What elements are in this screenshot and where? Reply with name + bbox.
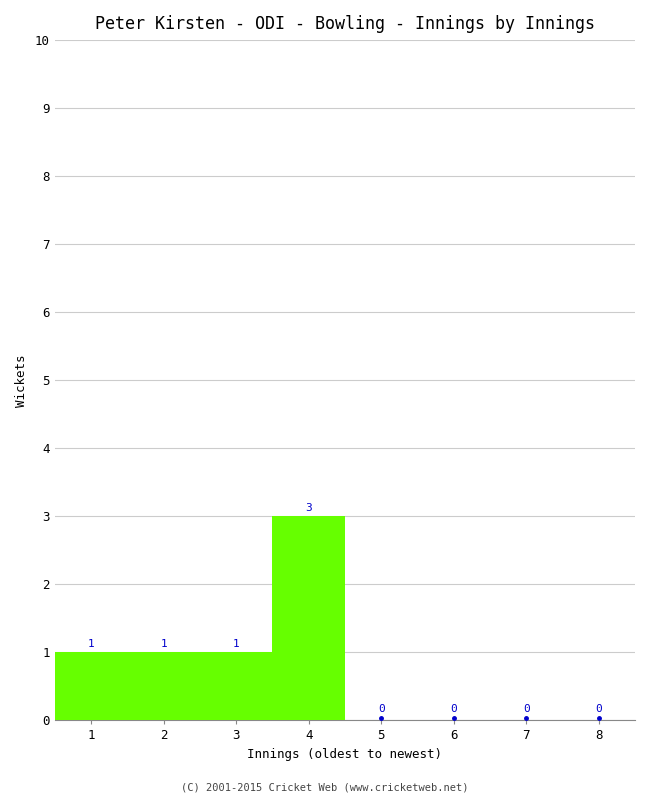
Text: 0: 0	[378, 704, 385, 714]
Bar	[55, 652, 127, 721]
Title: Peter Kirsten - ODI - Bowling - Innings by Innings: Peter Kirsten - ODI - Bowling - Innings …	[95, 15, 595, 33]
Text: 0: 0	[523, 704, 530, 714]
Text: 1: 1	[88, 639, 94, 649]
X-axis label: Innings (oldest to newest): Innings (oldest to newest)	[248, 748, 443, 761]
Text: 0: 0	[595, 704, 602, 714]
Text: 1: 1	[160, 639, 167, 649]
Text: 1: 1	[233, 639, 239, 649]
Text: 0: 0	[450, 704, 457, 714]
Y-axis label: Wickets: Wickets	[15, 354, 28, 406]
Bar	[272, 516, 345, 721]
Bar	[200, 652, 272, 721]
Bar	[127, 652, 200, 721]
Text: (C) 2001-2015 Cricket Web (www.cricketweb.net): (C) 2001-2015 Cricket Web (www.cricketwe…	[181, 782, 469, 792]
Text: 3: 3	[306, 503, 312, 513]
